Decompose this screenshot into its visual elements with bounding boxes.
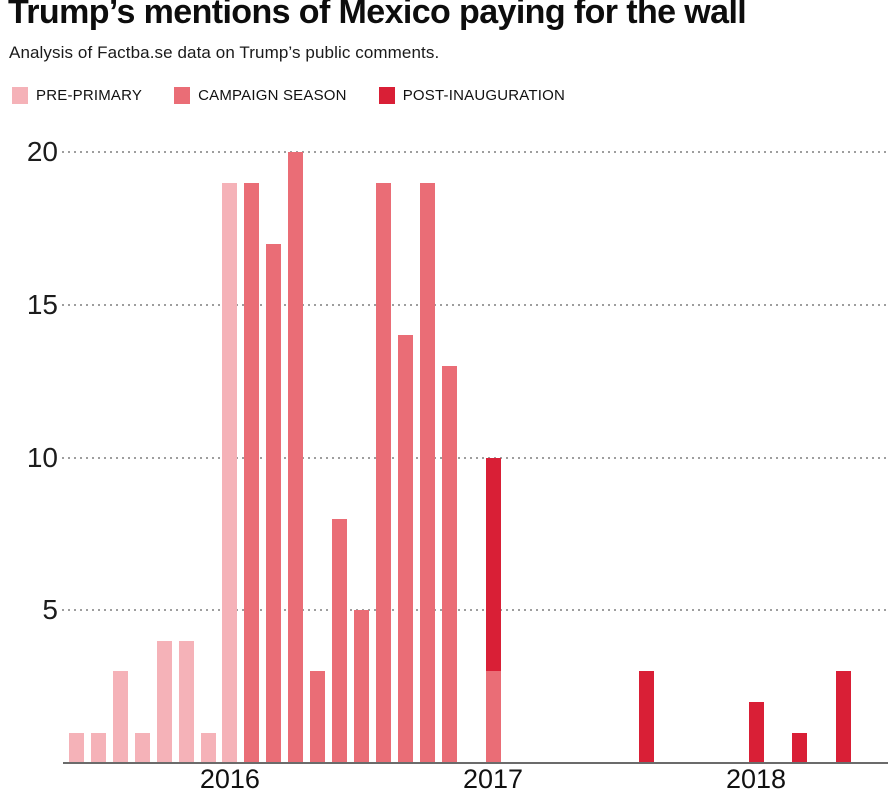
bar-2016-01-pre-primary <box>222 182 238 763</box>
x-axis-tick-2016: 2016 <box>199 764 260 794</box>
gridline-20 <box>62 151 888 153</box>
gridline-10 <box>62 456 888 459</box>
bar-2016-05-campaign-season <box>310 671 326 764</box>
legend-label-pre-primary: PRE-PRIMARY <box>36 87 143 104</box>
bar-2016-04-campaign-season <box>288 152 304 763</box>
bar-2016-02-campaign-season <box>244 182 260 763</box>
legend-item-post-inauguration: POST-INAUGURATION <box>378 87 566 104</box>
bar-2016-10-campaign-season <box>419 182 435 763</box>
gridline-5 <box>62 609 888 612</box>
legend-label-campaign-season: CAMPAIGN SEASON <box>198 87 347 104</box>
bar-2016-03-campaign-season <box>266 243 282 763</box>
bar-2015-08-pre-primary <box>112 671 128 764</box>
gridline-15 <box>62 303 888 306</box>
bar-2016-11-campaign-season <box>441 365 457 763</box>
bar-2015-12-pre-primary <box>200 732 216 764</box>
legend-item-pre-primary: PRE-PRIMARY <box>12 87 142 104</box>
post-inauguration-swatch-icon <box>378 87 395 104</box>
x-axis-tick-2018: 2018 <box>725 764 787 794</box>
bar-2018-01-post-inauguration <box>748 701 764 763</box>
legend-label-post-inauguration: POST-INAUGURATION <box>402 87 566 104</box>
bar-2015-07-pre-primary <box>90 732 106 764</box>
bar-2016-07-campaign-season <box>354 610 369 764</box>
bar-2015-09-pre-primary <box>134 732 150 764</box>
campaign-season-swatch-icon <box>174 87 191 104</box>
bar-2016-06-campaign-season <box>332 518 347 763</box>
legend-item-campaign-season: CAMPAIGN SEASON <box>174 87 347 104</box>
pre-primary-swatch-icon <box>12 87 28 104</box>
bar-2015-10-pre-primary <box>156 640 172 763</box>
bar-2017-08-post-inauguration <box>638 671 654 764</box>
bar-2017-01-post-inauguration <box>485 457 501 672</box>
y-axis-tick-20: 20 <box>26 136 58 167</box>
bar-2017-01-campaign-season <box>485 671 501 764</box>
y-axis-tick-15: 15 <box>26 288 58 320</box>
bar-2018-03-post-inauguration <box>792 732 808 764</box>
bar-2015-11-pre-primary <box>178 640 194 763</box>
y-axis-tick-5: 5 <box>42 594 58 626</box>
chart-title: Trump’s mentions of Mexico paying for th… <box>8 0 747 31</box>
bar-2018-05-post-inauguration <box>836 671 852 764</box>
x-axis-tick-2017: 2017 <box>462 764 524 794</box>
bar-2016-08-campaign-season <box>375 182 391 763</box>
x-axis-line <box>63 762 888 764</box>
chart-subtitle: Analysis of Factba.se data on Trump’s pu… <box>9 43 440 62</box>
chart-legend: PRE-PRIMARY CAMPAIGN SEASON POST-INAUGUR… <box>12 87 565 104</box>
bar-2016-09-campaign-season <box>397 335 413 763</box>
bar-2015-06-pre-primary <box>69 732 84 764</box>
y-axis-tick-10: 10 <box>26 441 58 473</box>
